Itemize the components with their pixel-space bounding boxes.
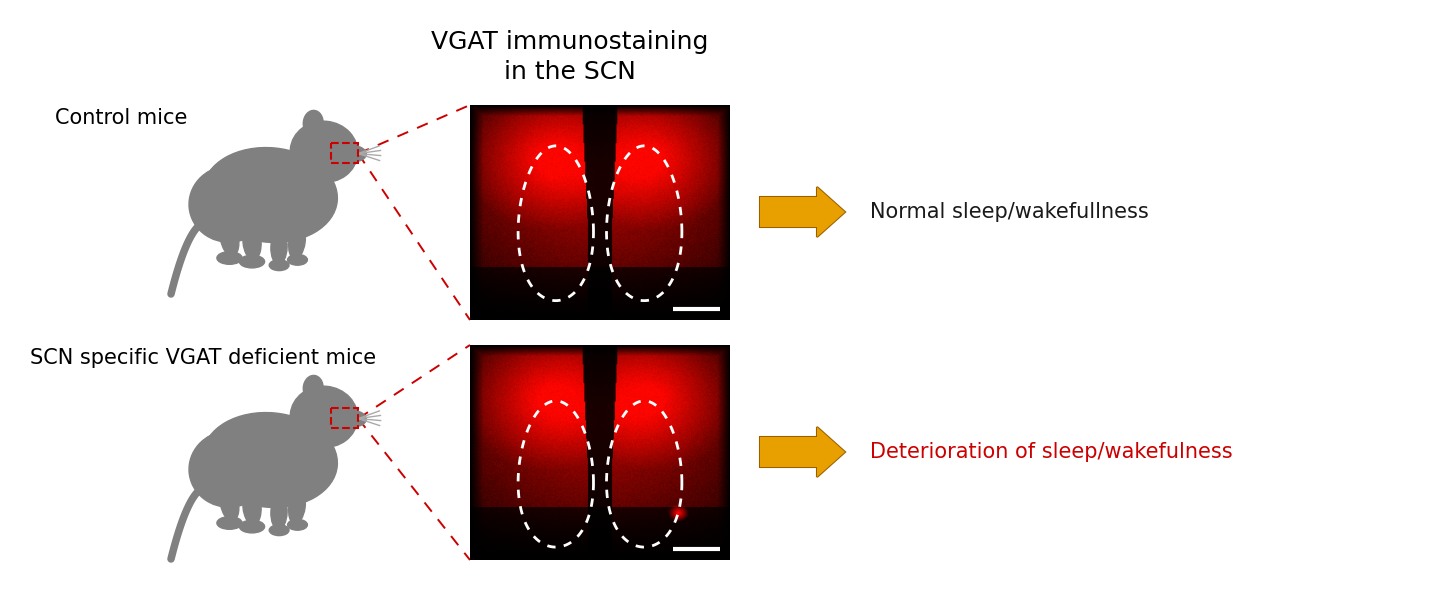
Ellipse shape — [279, 419, 324, 456]
Ellipse shape — [340, 410, 366, 427]
Ellipse shape — [217, 517, 242, 529]
Ellipse shape — [269, 525, 289, 535]
Ellipse shape — [304, 376, 323, 401]
Text: SCN specific VGAT deficient mice: SCN specific VGAT deficient mice — [30, 348, 376, 368]
Ellipse shape — [291, 386, 357, 448]
Ellipse shape — [291, 121, 357, 183]
Ellipse shape — [288, 490, 305, 524]
Text: Deterioration of sleep/wakefulness: Deterioration of sleep/wakefulness — [870, 442, 1233, 462]
Ellipse shape — [203, 413, 337, 508]
Bar — [331, 143, 359, 163]
Ellipse shape — [189, 166, 269, 242]
Text: in the SCN: in the SCN — [504, 60, 636, 84]
Ellipse shape — [203, 148, 337, 243]
FancyArrow shape — [760, 427, 845, 477]
Ellipse shape — [304, 111, 323, 136]
Ellipse shape — [239, 255, 265, 268]
Ellipse shape — [220, 485, 239, 521]
Ellipse shape — [269, 260, 289, 270]
Bar — [331, 408, 359, 428]
Ellipse shape — [239, 520, 265, 533]
Ellipse shape — [220, 220, 239, 256]
Ellipse shape — [271, 230, 287, 264]
Ellipse shape — [288, 225, 305, 259]
Ellipse shape — [340, 145, 366, 162]
Ellipse shape — [189, 431, 269, 507]
Text: Control mice: Control mice — [55, 108, 187, 128]
Ellipse shape — [271, 495, 287, 529]
Ellipse shape — [279, 154, 324, 191]
Ellipse shape — [288, 520, 307, 530]
FancyArrow shape — [760, 187, 845, 237]
Text: VGAT immunostaining: VGAT immunostaining — [432, 30, 708, 54]
Ellipse shape — [243, 489, 261, 525]
Text: Normal sleep/wakefullness: Normal sleep/wakefullness — [870, 202, 1149, 222]
Ellipse shape — [217, 252, 242, 264]
Ellipse shape — [288, 254, 307, 265]
Ellipse shape — [243, 224, 261, 260]
